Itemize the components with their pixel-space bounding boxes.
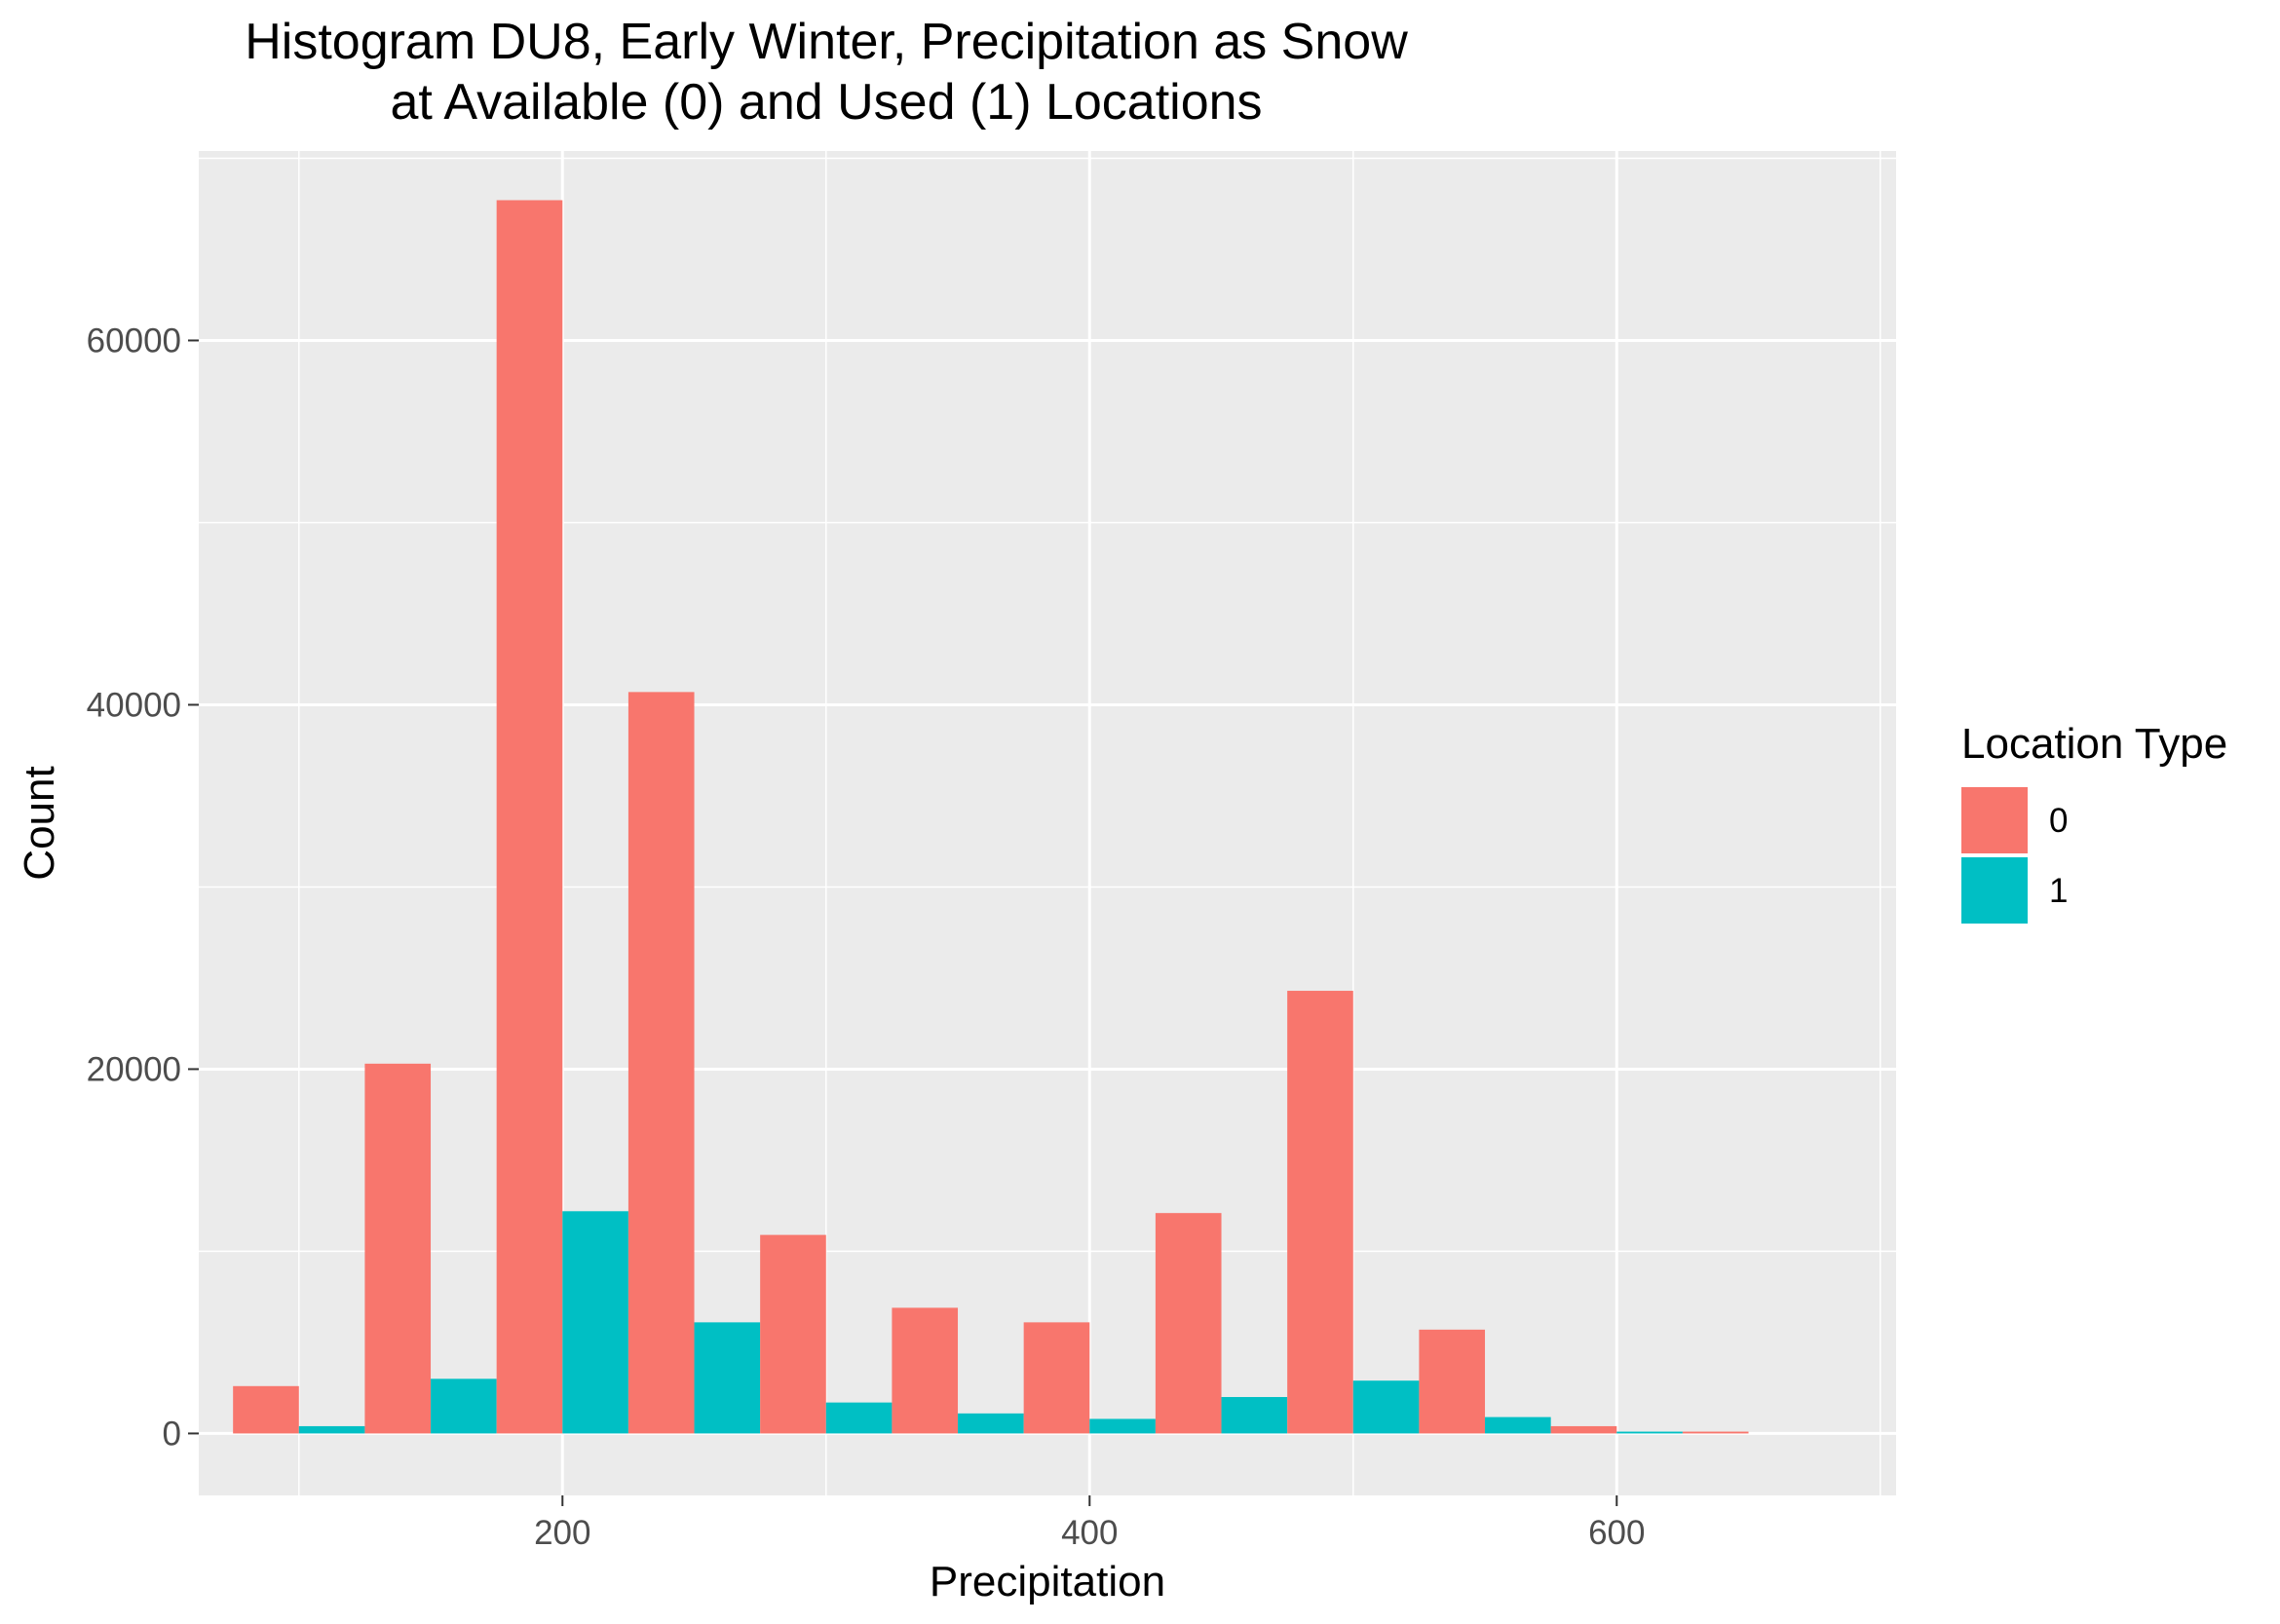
legend-title: Location Type: [1961, 720, 2227, 768]
x-axis-label: Precipitation: [930, 1558, 1165, 1605]
bar-series-0: [233, 1385, 299, 1434]
bar-series-1: [1089, 1418, 1156, 1434]
legend: Location Type 01: [1961, 720, 2227, 924]
bar-series-0: [760, 1234, 826, 1434]
x-tick-label: 200: [534, 1514, 590, 1552]
y-tick-label: 20000: [87, 1050, 181, 1088]
bar-series-0: [496, 200, 563, 1434]
bar-series-1: [298, 1425, 365, 1434]
bar-series-0: [1550, 1425, 1617, 1434]
y-axis-label: Count: [16, 766, 63, 880]
legend-label-0: 0: [2049, 802, 2068, 840]
y-axis: 0 20000 40000 60000: [87, 321, 199, 1453]
bar-series-0: [364, 1063, 432, 1434]
bar-series-1: [1616, 1431, 1683, 1434]
bar-series-1: [562, 1211, 628, 1434]
bar-series-0: [1287, 991, 1353, 1434]
bar-series-1: [431, 1379, 497, 1434]
bar-series-1: [1221, 1397, 1288, 1434]
x-tick-label: 600: [1588, 1514, 1645, 1552]
bar-series-0: [1155, 1213, 1222, 1434]
bars: [233, 200, 1749, 1434]
legend-swatch-0: [1961, 787, 2028, 853]
y-tick-label: 0: [163, 1415, 181, 1453]
y-tick-label: 60000: [87, 321, 181, 359]
bar-series-0: [1023, 1322, 1090, 1434]
y-tick-label: 40000: [87, 686, 181, 724]
chart-title-line1: Histogram DU8, Early Winter, Precipitati…: [245, 14, 1408, 70]
bar-series-0: [892, 1307, 959, 1434]
legend-swatch-1: [1961, 857, 2028, 924]
minor-gridlines: [199, 151, 1896, 1495]
bar-series-0: [1682, 1431, 1749, 1434]
bar-series-1: [1352, 1380, 1420, 1434]
bar-series-0: [627, 692, 695, 1434]
plot-panel: [199, 151, 1896, 1495]
legend-label-1: 1: [2049, 872, 2068, 910]
chart-title-line2: at Available (0) and Used (1) Locations: [390, 74, 1262, 131]
bar-series-1: [1485, 1416, 1551, 1434]
bar-series-0: [1419, 1329, 1486, 1434]
legend-items: 01: [1961, 787, 2068, 924]
bar-series-1: [825, 1402, 893, 1434]
x-tick-label: 400: [1061, 1514, 1118, 1552]
bar-series-1: [694, 1322, 761, 1434]
bar-series-1: [958, 1413, 1024, 1434]
x-axis: 200 400 600: [534, 1495, 1645, 1552]
